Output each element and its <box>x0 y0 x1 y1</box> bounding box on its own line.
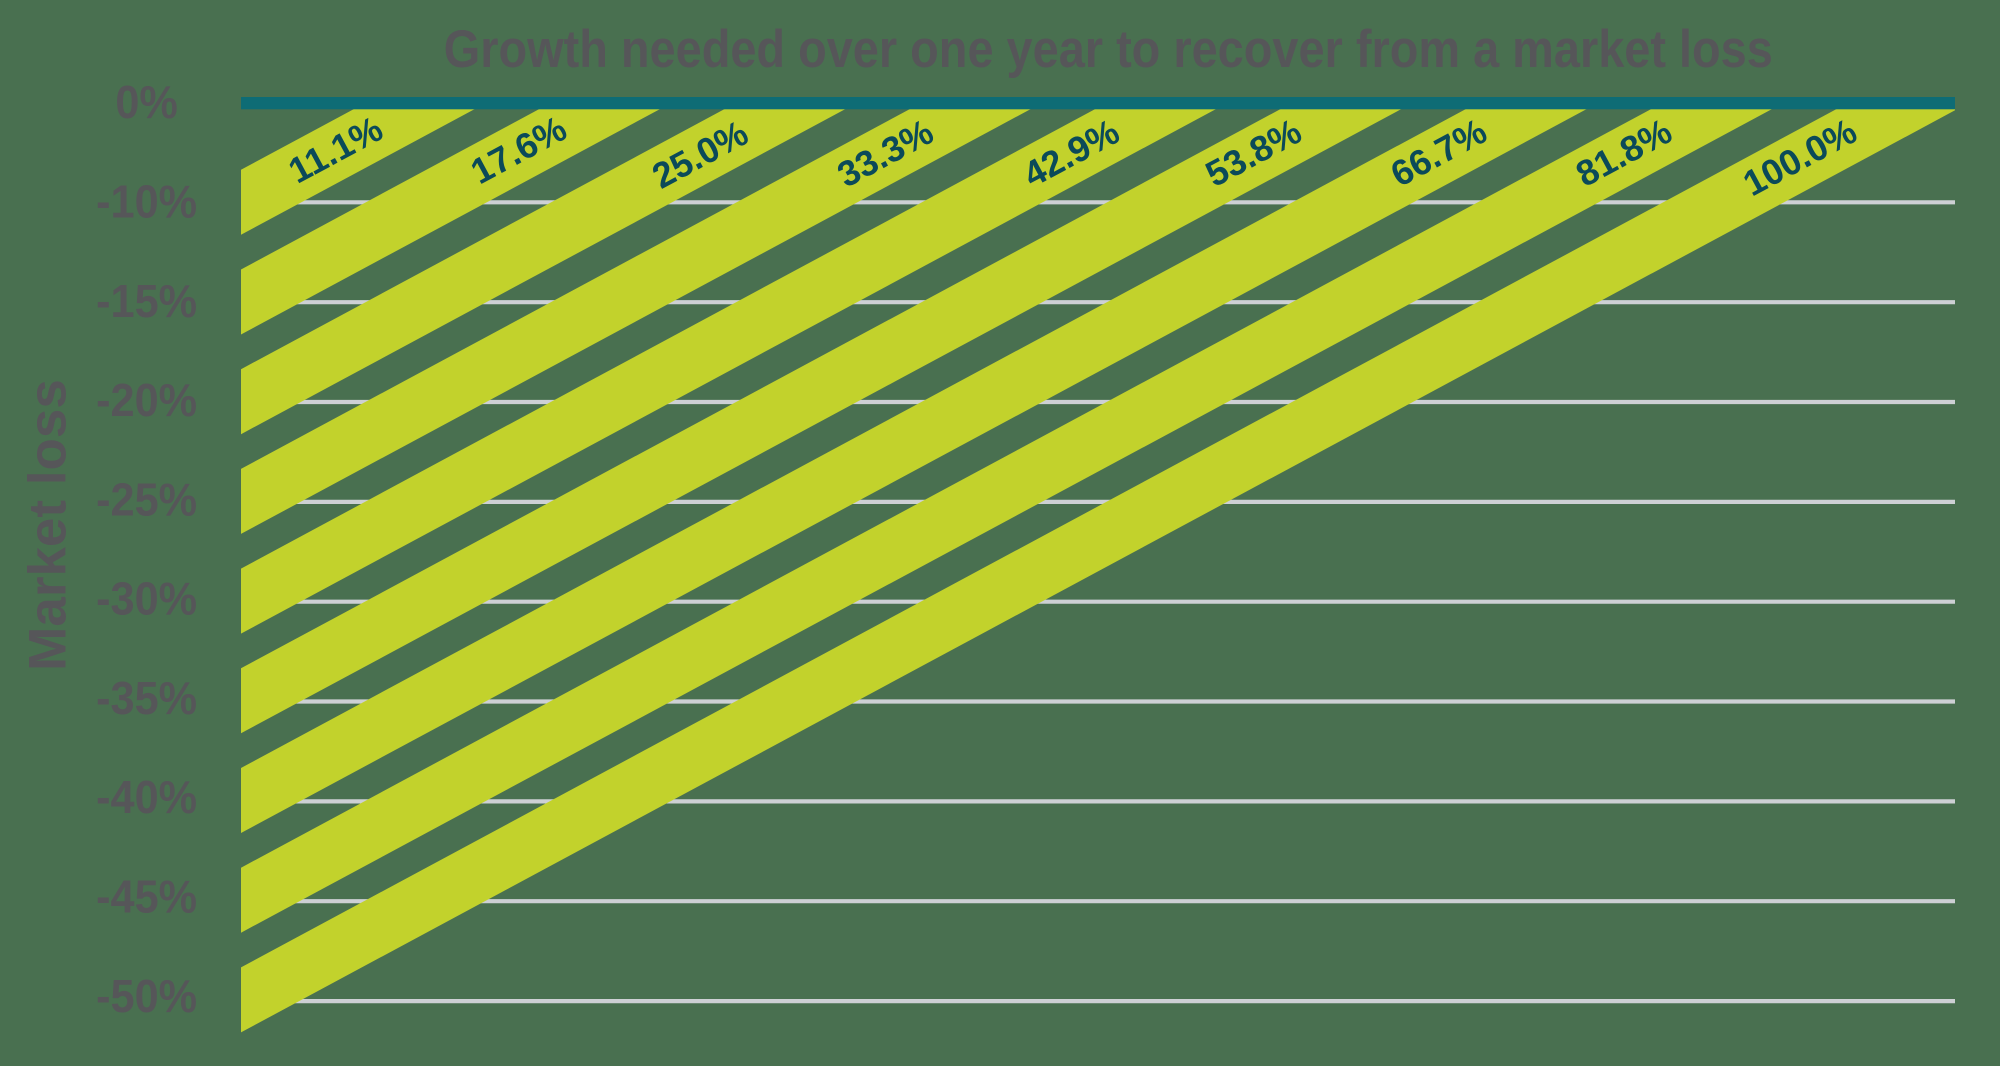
svg-text:-20%: -20% <box>96 376 197 426</box>
svg-text:Growth needed over one year to: Growth needed over one year to recover f… <box>444 19 1773 78</box>
svg-text:-15%: -15% <box>96 277 197 327</box>
svg-text:-10%: -10% <box>96 177 197 227</box>
svg-text:-35%: -35% <box>96 674 197 724</box>
svg-text:-50%: -50% <box>96 972 197 1022</box>
svg-text:Market loss: Market loss <box>19 379 78 671</box>
svg-text:-45%: -45% <box>96 872 197 922</box>
svg-text:-25%: -25% <box>96 475 197 525</box>
svg-text:0%: 0% <box>115 78 177 128</box>
svg-text:-40%: -40% <box>96 773 197 823</box>
svg-text:-30%: -30% <box>96 574 197 624</box>
